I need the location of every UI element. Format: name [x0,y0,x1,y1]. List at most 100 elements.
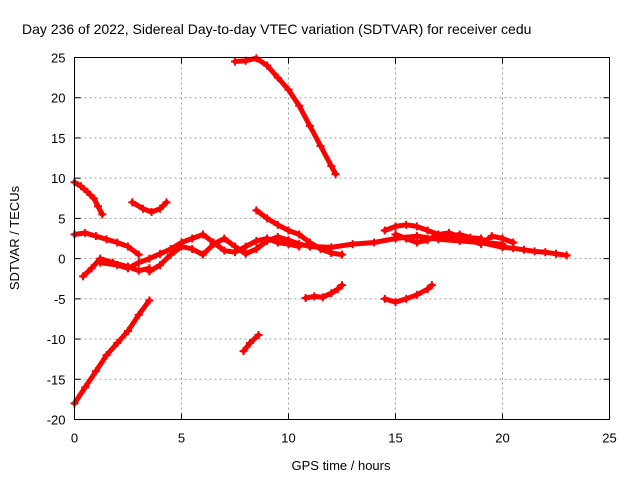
data-point [239,347,248,356]
data-point [301,294,310,303]
data-point [380,294,389,303]
y-tick-label: -20 [47,413,66,428]
data-point [295,101,304,110]
data-point [113,238,122,247]
data-point [209,240,218,249]
series-line-arc-rise-early [72,297,152,406]
data-point [81,383,90,392]
data-point [134,266,143,275]
data-point [305,121,314,130]
data-point [252,206,261,215]
data-point [79,272,88,281]
chart-title: Day 236 of 2022, Sidereal Day-to-day VTE… [22,21,531,37]
data-point [91,367,100,376]
data-point [124,327,132,336]
data-point [402,220,411,229]
data-point [263,236,272,245]
data-point [252,236,261,245]
data-point [284,236,293,245]
data-point [273,73,282,82]
data-point [338,281,346,290]
data-point [113,261,122,270]
data-point [113,339,122,348]
data-point [245,339,254,348]
x-tick-label: 20 [495,431,509,446]
data-point [318,293,327,302]
data-point [423,226,432,235]
data-point [241,56,250,65]
data-point [162,198,171,207]
data-point [231,57,239,66]
x-tick-label: 10 [281,431,295,446]
data-point [156,261,165,270]
data-point [128,198,137,207]
data-point [316,141,325,150]
data-point [91,232,100,241]
data-point [487,232,496,241]
data-point [338,250,346,259]
data-point [310,292,319,301]
x-tick-label: 0 [71,431,78,446]
data-point [541,248,550,257]
data-point [198,250,207,259]
y-tick-label: 20 [51,91,65,106]
data-point [241,249,250,258]
data-point [166,250,175,259]
series-line-arc-main-band-b [146,234,313,274]
data-point [412,238,421,247]
y-tick-label: 0 [58,252,65,267]
data-point [434,230,443,239]
data-point [145,267,154,276]
data-point [530,247,539,256]
y-tick-label: 10 [51,171,65,186]
data-point [134,310,143,319]
data-point [402,294,411,303]
data-point [423,236,432,245]
data-point [231,242,239,251]
data-point [81,228,90,237]
series-line-arc-mid-dip [129,199,169,215]
series-line-arc-high-peak [232,55,339,177]
data-point [273,220,282,229]
data-point [134,258,143,267]
data-point [331,170,340,179]
data-point [348,240,357,249]
data-point [333,285,342,294]
data-point [391,230,400,239]
data-point [76,182,85,191]
data-point [284,85,293,94]
data-point [552,249,560,258]
data-point [188,244,197,253]
data-point [477,238,486,247]
data-point [198,230,207,239]
y-tick-label: 5 [58,211,65,226]
data-point [94,202,103,211]
y-axis-label: SDTVAR / TECUs [7,185,22,290]
data-point [327,243,336,252]
data-point [391,298,400,307]
data-point [284,226,293,235]
x-axis-label: GPS time / hours [292,458,391,473]
y-tick-label: -5 [54,292,66,307]
data-point [423,285,432,294]
data-point [295,230,304,239]
data-point [177,242,186,251]
data-point [87,264,96,273]
data-point [445,228,453,237]
data-point [124,242,132,251]
data-point [370,238,379,247]
series-group [70,54,571,408]
data-point [263,61,272,70]
data-point [466,236,475,245]
data-point [327,289,336,298]
data-point [134,250,143,259]
data-point [412,222,421,231]
axis-ticks: 0 5 10 15 20 25 -20 -15 -10 -5 0 5 10 15 20 25 [47,51,617,446]
data-point [96,258,105,267]
data-point [380,226,389,235]
plot-frame [74,57,610,420]
y-tick-label: 25 [51,51,65,66]
data-point [305,242,314,251]
data-point [519,245,528,254]
